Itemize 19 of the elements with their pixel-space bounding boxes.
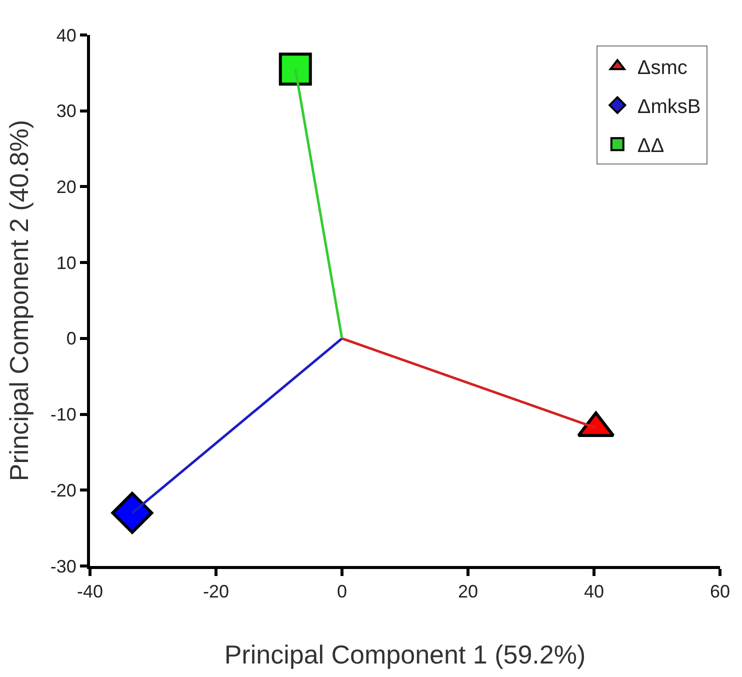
y-tick-label: -20 (50, 480, 76, 500)
y-tick-label: 20 (56, 177, 76, 198)
y-tick-label: -10 (50, 404, 76, 425)
y-tick-label: 0 (66, 328, 76, 349)
legend-label: Δsmc (637, 56, 688, 79)
x-tick-label: 40 (584, 582, 604, 602)
y-tick-label: 10 (56, 252, 76, 273)
x-tick-label: 0 (336, 582, 348, 602)
y-tick-label: 40 (56, 25, 76, 46)
x-tick-label: 60 (710, 582, 730, 602)
legend-label: ΔΔ (637, 134, 664, 157)
x-axis-title: Principal Component 1 (59.2%) (224, 639, 586, 670)
y-tick-label: 30 (56, 101, 76, 122)
y-tick-label: -30 (50, 556, 76, 576)
x-tick-label: 20 (458, 582, 478, 602)
x-tick-label: -20 (202, 582, 230, 602)
y-axis-title: Principal Component 2 (40.8%) (4, 120, 34, 482)
legend-label: ΔmksB (637, 96, 701, 118)
x-tick-label: -40 (76, 582, 104, 602)
